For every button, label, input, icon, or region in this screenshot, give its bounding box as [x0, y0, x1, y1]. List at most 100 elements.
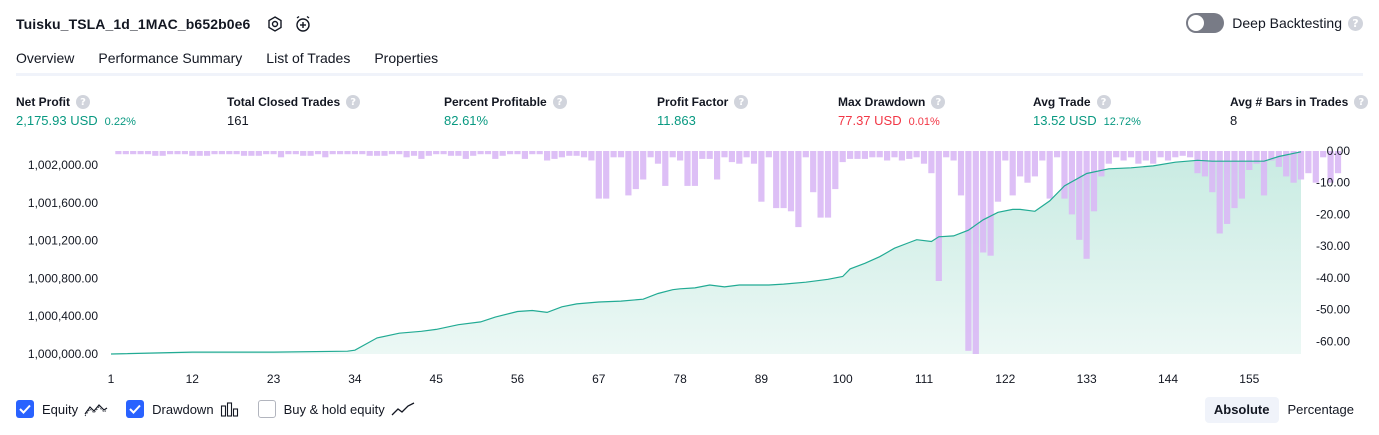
drawdown-bar	[1224, 151, 1230, 224]
drawdown-bar	[226, 151, 232, 154]
drawdown-bar	[485, 151, 491, 154]
drawdown-bar	[204, 151, 210, 156]
drawdown-bar	[1187, 151, 1193, 157]
drawdown-bar	[921, 151, 927, 164]
add-alert-icon[interactable]	[294, 15, 312, 33]
drawdown-bar	[389, 151, 395, 154]
equity-axis-tick: 1,000,000.00	[28, 347, 98, 361]
drawdown-bar	[174, 151, 180, 154]
buy-hold-label: Buy & hold equity	[284, 402, 385, 417]
drawdown-bar	[271, 151, 277, 154]
metric-profit-factor: Profit Factor? 11.863	[657, 94, 748, 128]
drawdown-bar	[1217, 151, 1223, 234]
drawdown-bar	[795, 151, 801, 227]
help-icon[interactable]: ?	[734, 95, 748, 109]
drawdown-bar	[574, 151, 580, 156]
drawdown-bar	[877, 151, 883, 157]
metric-value: 11.863	[657, 113, 696, 128]
drawdown-bar	[367, 151, 373, 156]
drawdown-bar	[566, 151, 572, 156]
drawdown-bar	[1209, 151, 1215, 192]
legend-equity[interactable]: Equity	[16, 400, 108, 418]
drawdown-bar	[818, 151, 824, 218]
help-icon[interactable]: ?	[76, 95, 90, 109]
tab-list-of-trades[interactable]: List of Trades	[266, 46, 350, 76]
buy-hold-checkbox[interactable]	[258, 400, 276, 418]
help-icon[interactable]: ?	[1097, 95, 1111, 109]
drawdown-bar	[182, 151, 188, 154]
tab-overview[interactable]: Overview	[16, 46, 74, 76]
metric-label: Avg # Bars in Trades	[1230, 95, 1348, 109]
help-icon[interactable]: ?	[1354, 95, 1368, 109]
help-icon[interactable]: ?	[931, 95, 945, 109]
legend-buy-hold[interactable]: Buy & hold equity	[258, 400, 415, 418]
drawdown-bar	[1024, 151, 1030, 183]
metric-value: 82.61%	[444, 113, 488, 128]
drawdown-axis-tick: -20.00	[1316, 207, 1350, 221]
drawdown-bar	[662, 151, 668, 186]
metric-total-closed-trades: Total Closed Trades? 161	[227, 94, 360, 128]
percentage-button[interactable]: Percentage	[1279, 397, 1364, 423]
drawdown-bar	[1113, 151, 1119, 157]
drawdown-bar	[396, 151, 402, 154]
drawdown-bar	[803, 151, 809, 157]
drawdown-bar	[729, 151, 735, 162]
drawdown-bar	[145, 151, 151, 154]
drawdown-bar	[500, 151, 506, 156]
metric-label: Net Profit	[16, 95, 70, 109]
drawdown-bar	[596, 151, 602, 199]
chart-legend: Equity Drawdown Buy & hold equity	[16, 400, 433, 418]
equity-axis-tick: 1,000,800.00	[28, 271, 98, 285]
tab-bar: Overview Performance Summary List of Tra…	[16, 46, 462, 76]
metric-avg-trade: Avg Trade? 13.52 USD 12.72%	[1033, 94, 1141, 128]
drawdown-bar	[980, 151, 986, 253]
drawdown-bar	[1010, 151, 1016, 195]
drawdown-bar	[308, 151, 314, 156]
drawdown-bar	[869, 151, 875, 157]
tab-performance-summary[interactable]: Performance Summary	[98, 46, 242, 76]
tab-properties[interactable]: Properties	[374, 46, 438, 76]
legend-drawdown[interactable]: Drawdown	[126, 400, 239, 418]
drawdown-bar	[825, 151, 831, 218]
drawdown-bar	[514, 151, 520, 154]
drawdown-bar	[130, 151, 136, 154]
drawdown-bar	[1261, 151, 1267, 195]
drawdown-bar	[928, 151, 934, 173]
drawdown-bar	[1202, 151, 1208, 176]
drawdown-bar	[352, 151, 358, 154]
equity-checkbox[interactable]	[16, 400, 34, 418]
equity-drawdown-chart[interactable]: 1,002,000.00 1,001,600.00 1,001,200.00 1,00…	[0, 140, 1379, 390]
drawdown-bar	[1098, 151, 1104, 176]
drawdown-bar	[781, 151, 787, 208]
metric-value: 161	[227, 113, 249, 128]
drawdown-bar	[692, 151, 698, 186]
drawdown-bar	[278, 151, 284, 157]
drawdown-bar	[714, 151, 720, 180]
help-icon[interactable]: ?	[346, 95, 360, 109]
absolute-button[interactable]: Absolute	[1205, 397, 1279, 423]
drawdown-bar	[633, 151, 639, 189]
drawdown-bar	[1054, 151, 1060, 157]
drawdown-checkbox[interactable]	[126, 400, 144, 418]
drawdown-bar	[1091, 151, 1097, 211]
drawdown-bar	[1150, 151, 1156, 164]
drawdown-bar	[337, 151, 343, 154]
help-icon[interactable]: ?	[1348, 16, 1363, 31]
drawdown-bar	[988, 151, 994, 256]
drawdown-bar	[1084, 151, 1090, 259]
equity-axis-tick: 1,001,200.00	[28, 234, 98, 248]
drawdown-bar	[1143, 151, 1149, 161]
drawdown-bar	[788, 151, 794, 211]
x-axis-tick: 133	[1077, 372, 1097, 386]
deep-backtesting-toggle[interactable]	[1186, 13, 1224, 33]
drawdown-axis-tick: -60.00	[1316, 334, 1350, 348]
drawdown-bar	[441, 151, 447, 154]
help-icon[interactable]: ?	[553, 95, 567, 109]
drawdown-bar	[374, 151, 380, 156]
drawdown-bar	[1298, 151, 1304, 180]
drawdown-bar	[559, 151, 565, 157]
settings-icon[interactable]	[266, 15, 284, 33]
drawdown-bar	[300, 151, 306, 156]
metric-max-drawdown: Max Drawdown? 77.37 USD 0.01%	[838, 94, 945, 128]
equity-axis-tick: 1,002,000.00	[28, 158, 98, 172]
